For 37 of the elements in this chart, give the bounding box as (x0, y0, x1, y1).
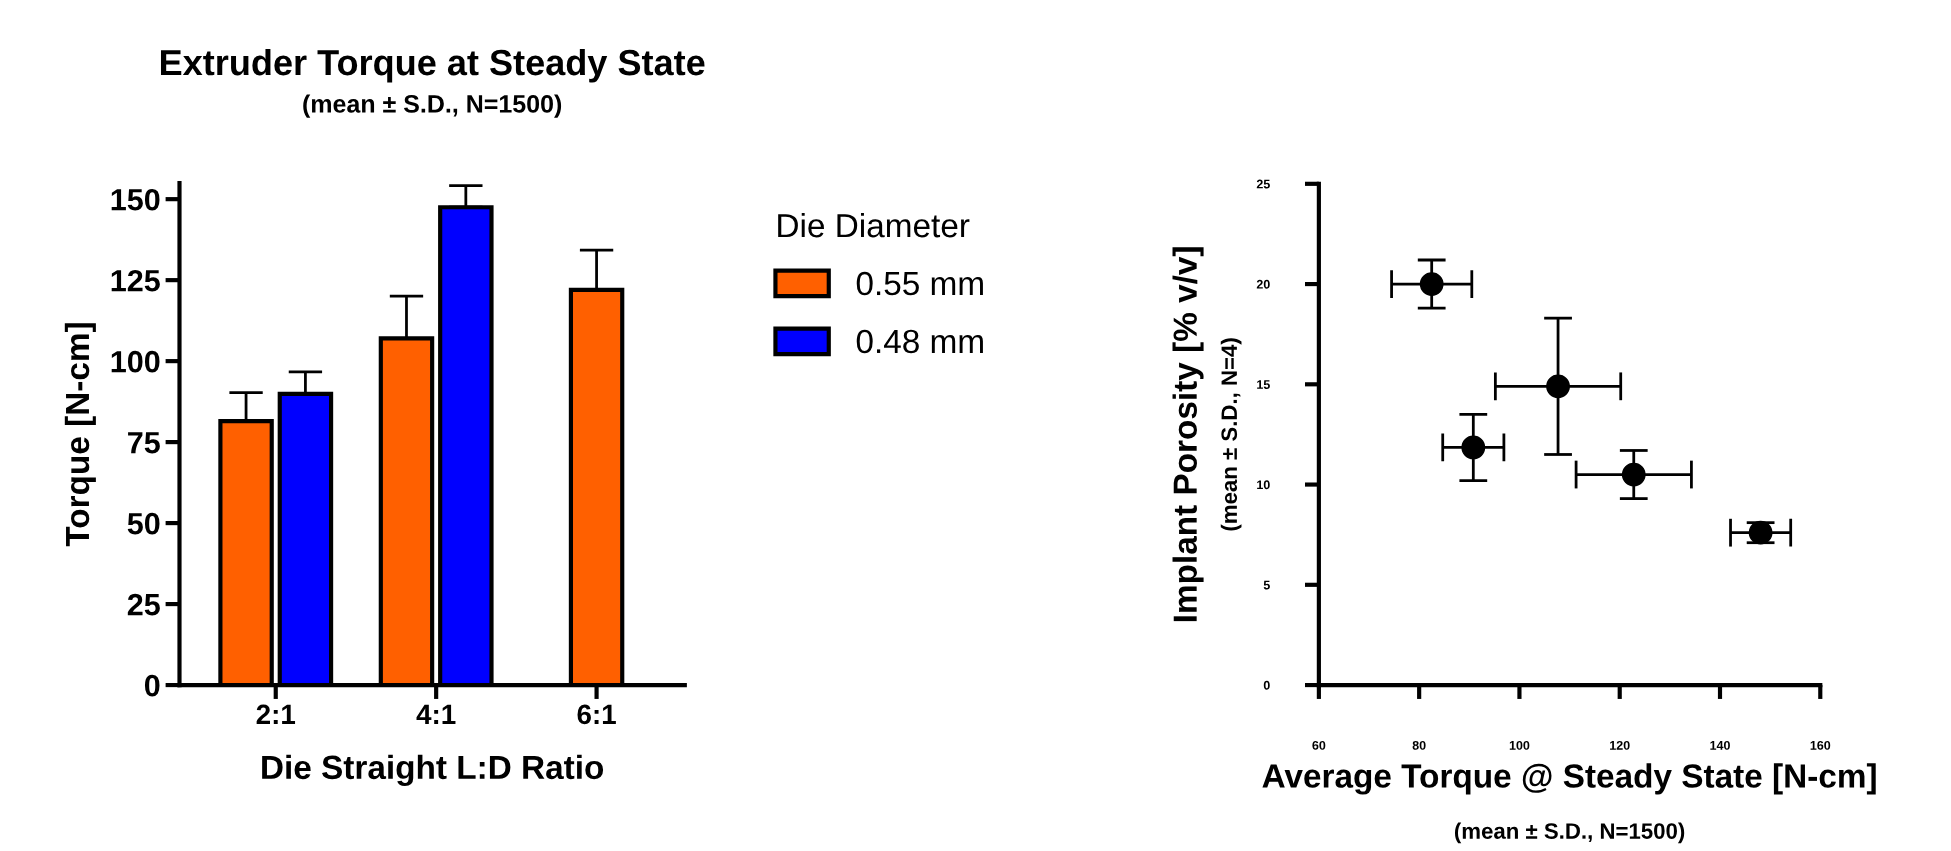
y-axis-title: Implant Porosity [% v/v] (1172, 247, 1204, 622)
y-tick-label: 15 (1257, 380, 1270, 389)
x-tick-label: 2:1 (256, 704, 296, 724)
x-tick-label: 80 (1412, 740, 1426, 750)
y-tick-label: 150 (111, 188, 160, 211)
y-tick-label: 5 (1263, 580, 1270, 590)
y-tick-label: 0 (1263, 680, 1270, 690)
x-axis-title: Average Torque @ Steady State [N-cm] (1262, 763, 1876, 795)
text: (mean ± S.D., N=1500) (1454, 822, 1685, 844)
y-tick-label: 0 (144, 674, 160, 697)
y-tick-label: 75 (128, 432, 160, 454)
y-tick-label: 10 (1257, 480, 1270, 490)
legend-title: Die Diameter (778, 212, 970, 238)
point (1461, 435, 1486, 460)
y-tick-label: 25 (127, 593, 160, 616)
legend-label: 0.55 mm (856, 271, 983, 296)
text: (mean ± S.D., N=4) (1220, 338, 1242, 531)
x-tick-label: 120 (1610, 740, 1630, 750)
chart-subtitle: (mean ± S.D., N=1500) (303, 94, 562, 118)
y-tick-label: 100 (111, 350, 160, 373)
y-tick-label: 20 (1256, 279, 1270, 289)
x-tick-label: 140 (1710, 740, 1730, 750)
y-tick-label: 25 (1256, 179, 1270, 189)
x-tick-label: 60 (1312, 740, 1326, 750)
point (1546, 374, 1570, 399)
y-tick-label: 50 (127, 512, 160, 535)
x-tick-label: 6:1 (577, 704, 616, 725)
chart-title: Extruder Torque at Steady State (160, 48, 705, 83)
x-axis-title: Die Straight L:D Ratio (262, 754, 604, 786)
legend-label: 0.48 mm (856, 329, 983, 354)
x-tick-label: 100 (1509, 740, 1530, 750)
point (1419, 272, 1444, 296)
x-tick-label: 160 (1810, 740, 1831, 750)
y-tick-label: 125 (111, 269, 160, 292)
x-tick-label: 4:1 (416, 704, 456, 724)
y-axis-title: Torque [N-cm] (64, 323, 96, 547)
point (1621, 462, 1646, 487)
